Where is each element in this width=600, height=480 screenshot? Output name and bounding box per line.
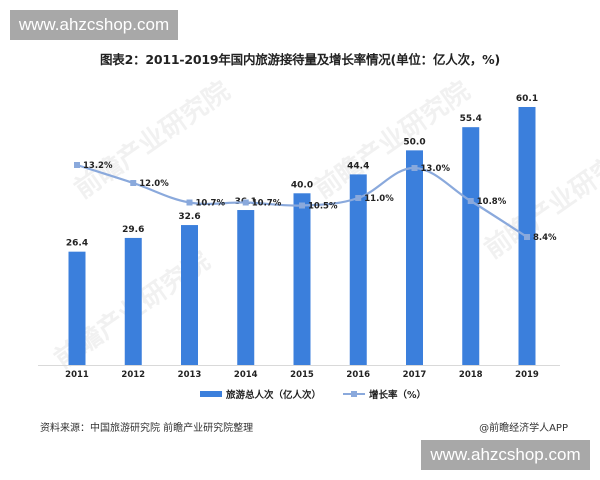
watermark-top: www.ahzcshop.com (10, 10, 178, 40)
line-marker-2016 (355, 195, 362, 201)
line-marker-2012 (130, 180, 137, 186)
rate-value-label: 12.0% (139, 179, 169, 189)
bar-swatch-icon (200, 391, 222, 397)
line-marker-2018 (467, 198, 474, 204)
x-tick-label: 2017 (403, 370, 427, 380)
growth-rate-line (76, 163, 528, 238)
legend: 旅游总人次（亿人次） 增长率（%） (200, 387, 426, 401)
watermark-bottom: www.ahzcshop.com (421, 440, 590, 470)
rate-value-label: 10.7% (252, 199, 282, 209)
bar-value-label: 29.6 (122, 225, 144, 235)
rate-value-label: 10.8% (477, 197, 507, 207)
bar-2014: 36.1 (235, 197, 257, 365)
line-marker-2013 (186, 199, 193, 206)
bar-value-label: 50.0 (403, 137, 425, 147)
rate-value-label: 13.0% (421, 164, 451, 174)
source-note: 资料来源：中国旅游研究院 前瞻产业研究院整理 (40, 423, 254, 434)
rate-value-label: 10.5% (308, 202, 338, 212)
line-marker-2011 (74, 162, 80, 168)
rate-value-label: 13.2% (83, 161, 113, 171)
bar-value-label: 32.6 (178, 212, 200, 222)
bar-2012: 29.6 (122, 225, 144, 365)
x-tick-label: 2013 (178, 370, 202, 380)
x-tick-label: 2019 (515, 370, 539, 380)
x-tick-label: 2018 (459, 370, 483, 380)
bar-2016: 44.4 (347, 161, 369, 365)
bar-value-label: 60.1 (516, 94, 538, 104)
bar-2015: 40.0 (291, 180, 313, 365)
bar-2019: 60.1 (516, 94, 538, 365)
legend-item-bar: 旅游总人次（亿人次） (200, 387, 321, 401)
rate-value-label: 8.4% (533, 233, 557, 243)
legend-line-label: 增长率（%） (369, 390, 427, 401)
line-marker-2014 (242, 199, 249, 206)
x-tick-label: 2014 (234, 370, 258, 380)
line-swatch-icon (343, 390, 366, 398)
rate-value-label: 10.7% (196, 199, 226, 209)
rate-value-label: 11.0% (364, 194, 394, 204)
line-marker-2015 (299, 202, 305, 209)
x-tick-label: 2016 (346, 370, 370, 380)
bar-value-label: 26.4 (66, 239, 88, 249)
x-tick-label: 2011 (65, 370, 89, 380)
bar-value-label: 55.4 (460, 114, 482, 124)
line-marker-2017 (411, 165, 418, 171)
legend-item-line: 增长率（%） (343, 387, 426, 401)
credit-note: @前瞻经济学人APP (479, 423, 568, 434)
legend-bar-label: 旅游总人次（亿人次） (226, 390, 322, 401)
x-tick-label: 2015 (290, 370, 314, 380)
x-tick-label: 2012 (121, 370, 145, 380)
chart-title: 图表2：2011-2019年国内旅游接待量及增长率情况(单位：亿人次，%) (99, 52, 501, 67)
combo-chart: 26.4 2011 29.6 2012 32.6 2013 36.1 2014 40.0 2015… (38, 94, 560, 380)
bar-2013: 32.6 (178, 212, 201, 365)
bar-2011: 26.4 (66, 239, 88, 365)
bar-value-label: 40.0 (291, 180, 313, 190)
bar-2017: 50.0 (403, 137, 426, 365)
line-marker-2019 (524, 234, 530, 240)
bar-2018: 55.4 (460, 114, 482, 365)
bar-value-label: 44.4 (347, 161, 369, 171)
